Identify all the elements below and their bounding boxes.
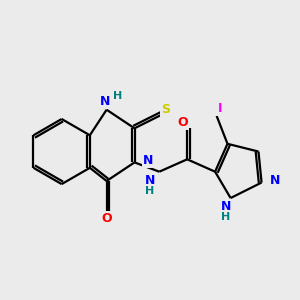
Text: S: S bbox=[161, 103, 170, 116]
Text: N: N bbox=[143, 154, 154, 167]
Text: N: N bbox=[221, 200, 231, 213]
Text: H: H bbox=[146, 186, 154, 196]
Text: N: N bbox=[270, 175, 280, 188]
Text: H: H bbox=[221, 212, 231, 222]
Text: H: H bbox=[113, 91, 122, 101]
Text: N: N bbox=[145, 174, 155, 187]
Text: O: O bbox=[177, 116, 188, 129]
Text: O: O bbox=[101, 212, 112, 225]
Text: N: N bbox=[100, 94, 110, 107]
Text: I: I bbox=[218, 102, 222, 115]
